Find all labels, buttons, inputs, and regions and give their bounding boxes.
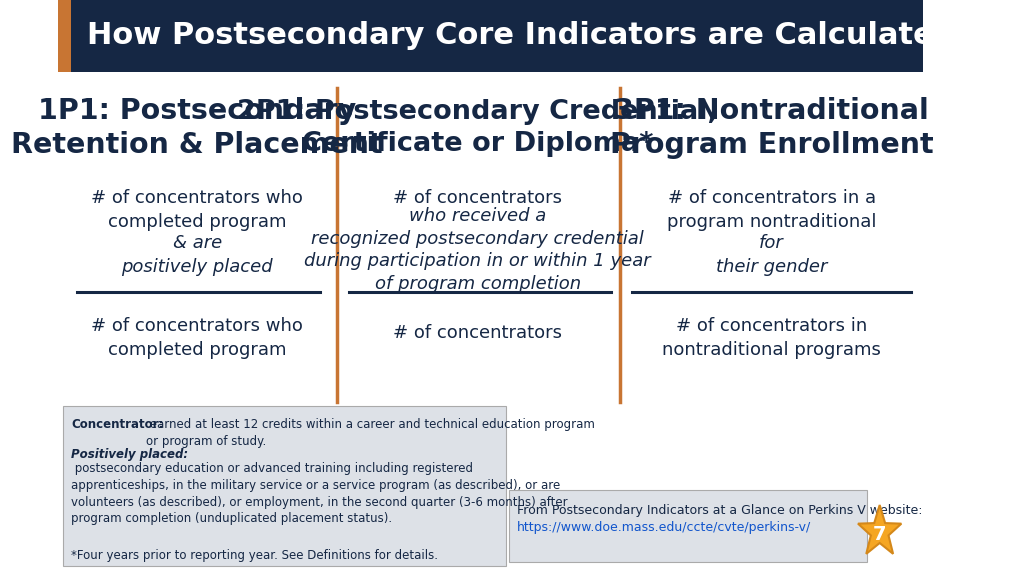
Text: *Four years prior to reporting year. See Definitions for details.: *Four years prior to reporting year. See… (72, 549, 438, 562)
Text: earned at least 12 credits within a career and technical education program
or pr: earned at least 12 credits within a care… (145, 418, 595, 448)
FancyBboxPatch shape (58, 0, 923, 72)
FancyBboxPatch shape (58, 0, 72, 72)
Text: Concentrator:: Concentrator: (72, 418, 164, 431)
Text: postsecondary education or advanced training including registered
apprenticeship: postsecondary education or advanced trai… (72, 462, 568, 525)
Text: How Postsecondary Core Indicators are Calculated: How Postsecondary Core Indicators are Ca… (87, 21, 955, 51)
Text: 1P1: Postsecondary
Retention & Placement: 1P1: Postsecondary Retention & Placement (11, 97, 383, 160)
Text: # of concentrators in a
program nontraditional: # of concentrators in a program nontradi… (667, 189, 877, 231)
Text: # of concentrators who
completed program: # of concentrators who completed program (91, 317, 303, 359)
Text: & are
positively placed: & are positively placed (122, 234, 273, 276)
Text: 2P1: Postsecondary Credential,
Certificate or Diploma*: 2P1: Postsecondary Credential, Certifica… (238, 99, 718, 157)
Text: # of concentrators in
nontraditional programs: # of concentrators in nontraditional pro… (663, 317, 881, 359)
Text: # of concentrators: # of concentrators (393, 324, 562, 342)
Text: Positively placed:: Positively placed: (72, 448, 188, 461)
Text: for
their gender: for their gender (716, 234, 827, 276)
FancyBboxPatch shape (63, 406, 506, 566)
Text: 7: 7 (872, 525, 887, 544)
Polygon shape (858, 505, 901, 554)
Text: # of concentrators: # of concentrators (393, 189, 562, 207)
Text: From Postsecondary Indicators at a Glance on Perkins V website:: From Postsecondary Indicators at a Glanc… (517, 504, 923, 517)
Text: # of concentrators who
completed program: # of concentrators who completed program (91, 189, 303, 231)
FancyBboxPatch shape (509, 490, 867, 562)
Text: https://www.doe.mass.edu/ccte/cvte/perkins-v/: https://www.doe.mass.edu/ccte/cvte/perki… (517, 521, 812, 534)
Text: who received a
recognized postsecondary credential
during participation in or wi: who received a recognized postsecondary … (304, 207, 651, 293)
Text: 3P1: Nontraditional
Program Enrollment: 3P1: Nontraditional Program Enrollment (609, 97, 934, 160)
